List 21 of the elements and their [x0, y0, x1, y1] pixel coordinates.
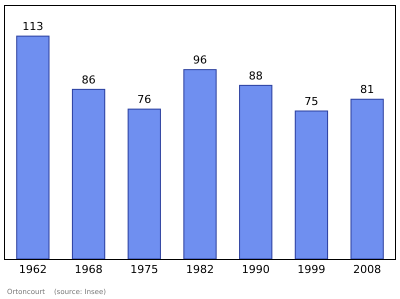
x-tick-label: 1999	[297, 263, 326, 276]
x-tick-label: 1975	[130, 263, 158, 276]
x-tick-label: 1982	[186, 263, 214, 276]
data-label: 75	[304, 95, 318, 108]
bar	[239, 84, 272, 259]
data-label: 96	[193, 54, 207, 67]
bar	[183, 69, 217, 259]
data-label: 86	[82, 73, 96, 86]
bar	[72, 88, 106, 259]
bar	[350, 98, 384, 259]
bar	[16, 36, 50, 259]
bar	[128, 108, 161, 259]
x-tick-label: 2008	[353, 263, 382, 276]
data-label: 113	[22, 20, 44, 34]
data-label: 81	[360, 83, 374, 96]
x-tick-label: 1962	[18, 263, 47, 276]
x-tick-label: 1968	[74, 263, 103, 276]
data-label: 88	[248, 69, 263, 82]
bar	[294, 110, 328, 259]
x-tick-label: 1990	[242, 263, 270, 276]
data-label: 76	[137, 93, 152, 106]
